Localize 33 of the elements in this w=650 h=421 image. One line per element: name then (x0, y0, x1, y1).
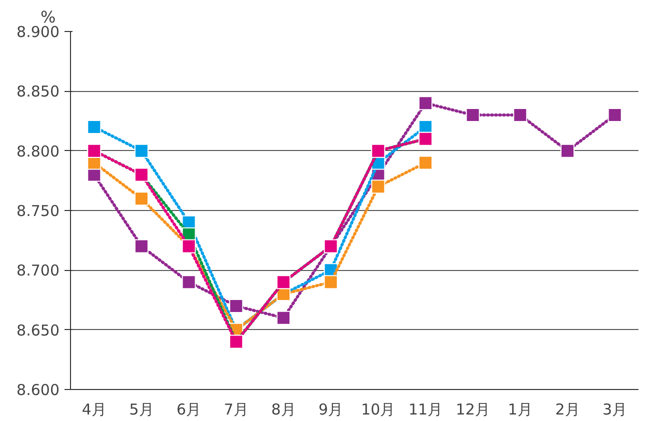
y-tick-label: 8.800 (16, 142, 60, 160)
point (466, 108, 480, 122)
y-tick-label: 8.850 (16, 82, 60, 101)
point (276, 310, 290, 325)
x-tick-label: 2月 (555, 400, 580, 418)
y-tick-label: 8.700 (16, 262, 60, 280)
x-tick-label: 6月 (176, 400, 202, 418)
point (560, 144, 574, 158)
point (182, 275, 196, 290)
point (371, 180, 386, 194)
point (513, 108, 528, 122)
point (229, 298, 244, 313)
point (608, 108, 622, 122)
x-tick-label: 4月 (82, 400, 106, 418)
x-tick-label: 12月 (456, 400, 490, 418)
y-tick-label: 8.650 (16, 321, 60, 340)
point (418, 96, 432, 110)
point (134, 192, 148, 206)
x-tick-label: 10月 (361, 400, 396, 418)
point (324, 275, 338, 290)
point (134, 239, 148, 254)
point (418, 156, 432, 170)
x-tick-label: 5月 (129, 400, 154, 418)
x-tick-label: 3月 (602, 400, 628, 418)
y-tick-label: 8.600 (16, 381, 60, 399)
x-tick-label: 8月 (271, 400, 296, 418)
x-tick-label: 11月 (408, 400, 443, 418)
y-tick-label: 8.750 (16, 202, 60, 220)
x-tick-label: 7月 (224, 400, 248, 418)
x-tick-label: 9月 (318, 400, 344, 418)
point (87, 120, 102, 134)
point (134, 144, 148, 158)
x-tick-label: 1月 (508, 400, 532, 418)
